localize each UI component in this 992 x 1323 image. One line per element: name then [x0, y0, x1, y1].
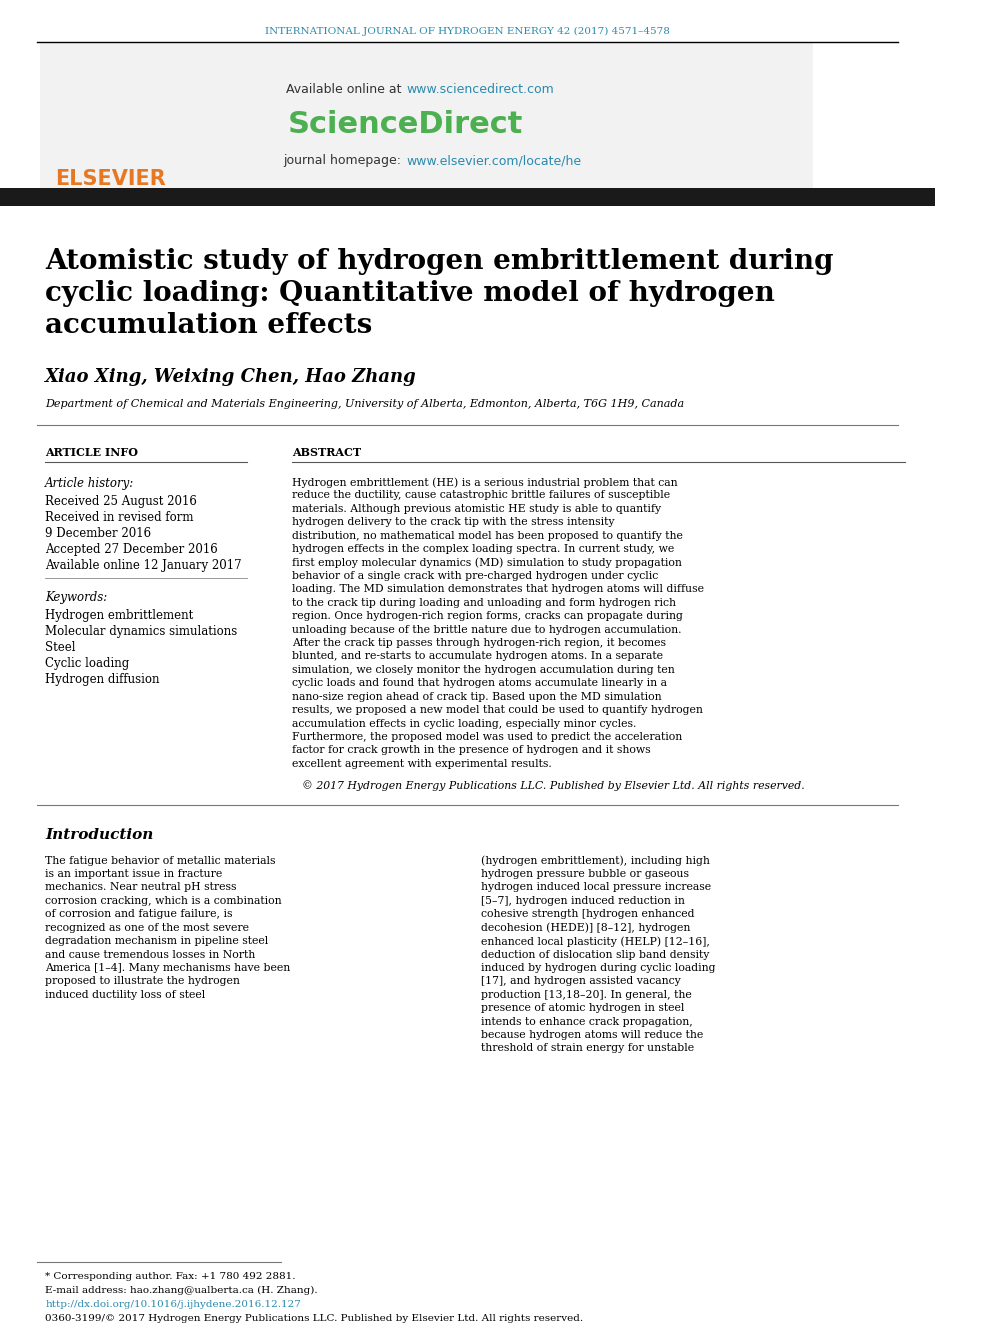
Text: Hydrogen diffusion: Hydrogen diffusion: [46, 673, 160, 685]
Text: Department of Chemical and Materials Engineering, University of Alberta, Edmonto: Department of Chemical and Materials Eng…: [46, 400, 684, 410]
Text: The fatigue behavior of metallic materials: The fatigue behavior of metallic materia…: [46, 856, 276, 865]
Bar: [0, 188, 935, 205]
FancyBboxPatch shape: [40, 42, 812, 193]
Text: Hydrogen embrittlement: Hydrogen embrittlement: [46, 609, 193, 622]
Text: induced ductility loss of steel: induced ductility loss of steel: [46, 990, 205, 1000]
Text: www.sciencedirect.com: www.sciencedirect.com: [407, 83, 554, 97]
Text: Cyclic loading: Cyclic loading: [46, 658, 130, 669]
Text: corrosion cracking, which is a combination: corrosion cracking, which is a combinati…: [46, 896, 282, 906]
Text: mechanics. Near neutral pH stress: mechanics. Near neutral pH stress: [46, 882, 237, 893]
Text: intends to enhance crack propagation,: intends to enhance crack propagation,: [481, 1016, 692, 1027]
Text: http://dx.doi.org/10.1016/j.ijhydene.2016.12.127: http://dx.doi.org/10.1016/j.ijhydene.201…: [46, 1301, 302, 1308]
Text: ARTICLE INFO: ARTICLE INFO: [46, 447, 138, 458]
Text: hydrogen delivery to the crack tip with the stress intensity: hydrogen delivery to the crack tip with …: [293, 517, 615, 528]
Text: of corrosion and fatigue failure, is: of corrosion and fatigue failure, is: [46, 909, 233, 919]
Text: presence of atomic hydrogen in steel: presence of atomic hydrogen in steel: [481, 1003, 684, 1013]
Text: After the crack tip passes through hydrogen-rich region, it becomes: After the crack tip passes through hydro…: [293, 638, 667, 648]
Text: ELSEVIER: ELSEVIER: [55, 169, 166, 189]
Text: blunted, and re-starts to accumulate hydrogen atoms. In a separate: blunted, and re-starts to accumulate hyd…: [293, 651, 664, 662]
Text: ABSTRACT: ABSTRACT: [293, 447, 361, 458]
Text: is an important issue in fracture: is an important issue in fracture: [46, 869, 222, 878]
Text: simulation, we closely monitor the hydrogen accumulation during ten: simulation, we closely monitor the hydro…: [293, 665, 675, 675]
Text: factor for crack growth in the presence of hydrogen and it shows: factor for crack growth in the presence …: [293, 745, 651, 755]
Text: first employ molecular dynamics (MD) simulation to study propagation: first employ molecular dynamics (MD) sim…: [293, 557, 682, 568]
Text: Hydrogen embrittlement (HE) is a serious industrial problem that can: Hydrogen embrittlement (HE) is a serious…: [293, 478, 678, 488]
Text: distribution, no mathematical model has been proposed to quantify the: distribution, no mathematical model has …: [293, 531, 683, 541]
Text: reduce the ductility, cause catastrophic brittle failures of susceptible: reduce the ductility, cause catastrophic…: [293, 491, 671, 500]
Text: because hydrogen atoms will reduce the: because hydrogen atoms will reduce the: [481, 1031, 703, 1040]
Text: Received 25 August 2016: Received 25 August 2016: [46, 495, 197, 508]
Text: and cause tremendous losses in North: and cause tremendous losses in North: [46, 950, 256, 959]
Text: © 2017 Hydrogen Energy Publications LLC. Published by Elsevier Ltd. All rights r: © 2017 Hydrogen Energy Publications LLC.…: [302, 781, 805, 791]
Text: excellent agreement with experimental results.: excellent agreement with experimental re…: [293, 759, 552, 769]
Text: materials. Although previous atomistic HE study is able to quantify: materials. Although previous atomistic H…: [293, 504, 662, 513]
Text: Received in revised form: Received in revised form: [46, 511, 193, 524]
Text: unloading because of the brittle nature due to hydrogen accumulation.: unloading because of the brittle nature …: [293, 624, 682, 635]
Text: (hydrogen embrittlement), including high: (hydrogen embrittlement), including high: [481, 856, 709, 867]
Text: region. Once hydrogen-rich region forms, cracks can propagate during: region. Once hydrogen-rich region forms,…: [293, 611, 683, 622]
Text: Accepted 27 December 2016: Accepted 27 December 2016: [46, 542, 218, 556]
Text: cyclic loading: Quantitative model of hydrogen: cyclic loading: Quantitative model of hy…: [46, 280, 775, 307]
Text: www.elsevier.com/locate/he: www.elsevier.com/locate/he: [407, 155, 581, 168]
Text: production [13,18–20]. In general, the: production [13,18–20]. In general, the: [481, 990, 691, 1000]
Text: accumulation effects in cyclic loading, especially minor cycles.: accumulation effects in cyclic loading, …: [293, 718, 637, 729]
Text: E-mail address: hao.zhang@ualberta.ca (H. Zhang).: E-mail address: hao.zhang@ualberta.ca (H…: [46, 1286, 317, 1295]
Text: threshold of strain energy for unstable: threshold of strain energy for unstable: [481, 1044, 693, 1053]
Text: proposed to illustrate the hydrogen: proposed to illustrate the hydrogen: [46, 976, 240, 987]
Text: [17], and hydrogen assisted vacancy: [17], and hydrogen assisted vacancy: [481, 976, 681, 987]
Text: Article history:: Article history:: [46, 478, 135, 490]
Text: cyclic loads and found that hydrogen atoms accumulate linearly in a: cyclic loads and found that hydrogen ato…: [293, 679, 668, 688]
Text: 0360-3199/© 2017 Hydrogen Energy Publications LLC. Published by Elsevier Ltd. Al: 0360-3199/© 2017 Hydrogen Energy Publica…: [46, 1314, 583, 1323]
Text: nano-size region ahead of crack tip. Based upon the MD simulation: nano-size region ahead of crack tip. Bas…: [293, 692, 662, 701]
Text: degradation mechanism in pipeline steel: degradation mechanism in pipeline steel: [46, 937, 269, 946]
Text: loading. The MD simulation demonstrates that hydrogen atoms will diffuse: loading. The MD simulation demonstrates …: [293, 585, 704, 594]
Text: deduction of dislocation slip band density: deduction of dislocation slip band densi…: [481, 950, 709, 959]
Text: behavior of a single crack with pre-charged hydrogen under cyclic: behavior of a single crack with pre-char…: [293, 572, 659, 581]
Text: cohesive strength [hydrogen enhanced: cohesive strength [hydrogen enhanced: [481, 909, 694, 919]
Text: Atomistic study of hydrogen embrittlement during: Atomistic study of hydrogen embrittlemen…: [46, 249, 833, 275]
Text: decohesion (HEDE)] [8–12], hydrogen: decohesion (HEDE)] [8–12], hydrogen: [481, 922, 690, 933]
Text: induced by hydrogen during cyclic loading: induced by hydrogen during cyclic loadin…: [481, 963, 715, 972]
Text: hydrogen effects in the complex loading spectra. In current study, we: hydrogen effects in the complex loading …: [293, 544, 675, 554]
Text: Available online 12 January 2017: Available online 12 January 2017: [46, 558, 242, 572]
Text: accumulation effects: accumulation effects: [46, 312, 373, 339]
Text: Introduction: Introduction: [46, 828, 154, 841]
Text: recognized as one of the most severe: recognized as one of the most severe: [46, 922, 249, 933]
Text: ScienceDirect: ScienceDirect: [288, 110, 523, 139]
Text: America [1–4]. Many mechanisms have been: America [1–4]. Many mechanisms have been: [46, 963, 291, 972]
Text: INTERNATIONAL JOURNAL OF HYDROGEN ENERGY 42 (2017) 4571–4578: INTERNATIONAL JOURNAL OF HYDROGEN ENERGY…: [265, 28, 670, 36]
Text: [5–7], hydrogen induced reduction in: [5–7], hydrogen induced reduction in: [481, 896, 684, 906]
Text: results, we proposed a new model that could be used to quantify hydrogen: results, we proposed a new model that co…: [293, 705, 703, 716]
Text: Steel: Steel: [46, 640, 75, 654]
Text: to the crack tip during loading and unloading and form hydrogen rich: to the crack tip during loading and unlo…: [293, 598, 677, 607]
Text: Available online at: Available online at: [286, 83, 406, 97]
Text: Keywords:: Keywords:: [46, 591, 107, 605]
Text: hydrogen induced local pressure increase: hydrogen induced local pressure increase: [481, 882, 711, 893]
Text: hydrogen pressure bubble or gaseous: hydrogen pressure bubble or gaseous: [481, 869, 688, 878]
Text: * Corresponding author. Fax: +1 780 492 2881.: * Corresponding author. Fax: +1 780 492 …: [46, 1271, 296, 1281]
Text: 9 December 2016: 9 December 2016: [46, 527, 152, 540]
Text: Furthermore, the proposed model was used to predict the acceleration: Furthermore, the proposed model was used…: [293, 732, 682, 742]
Text: journal homepage:: journal homepage:: [284, 155, 406, 168]
Text: Xiao Xing, Weixing Chen, Hao Zhang: Xiao Xing, Weixing Chen, Hao Zhang: [46, 368, 417, 386]
Text: Molecular dynamics simulations: Molecular dynamics simulations: [46, 624, 237, 638]
Text: enhanced local plasticity (HELP) [12–16],: enhanced local plasticity (HELP) [12–16]…: [481, 937, 709, 947]
